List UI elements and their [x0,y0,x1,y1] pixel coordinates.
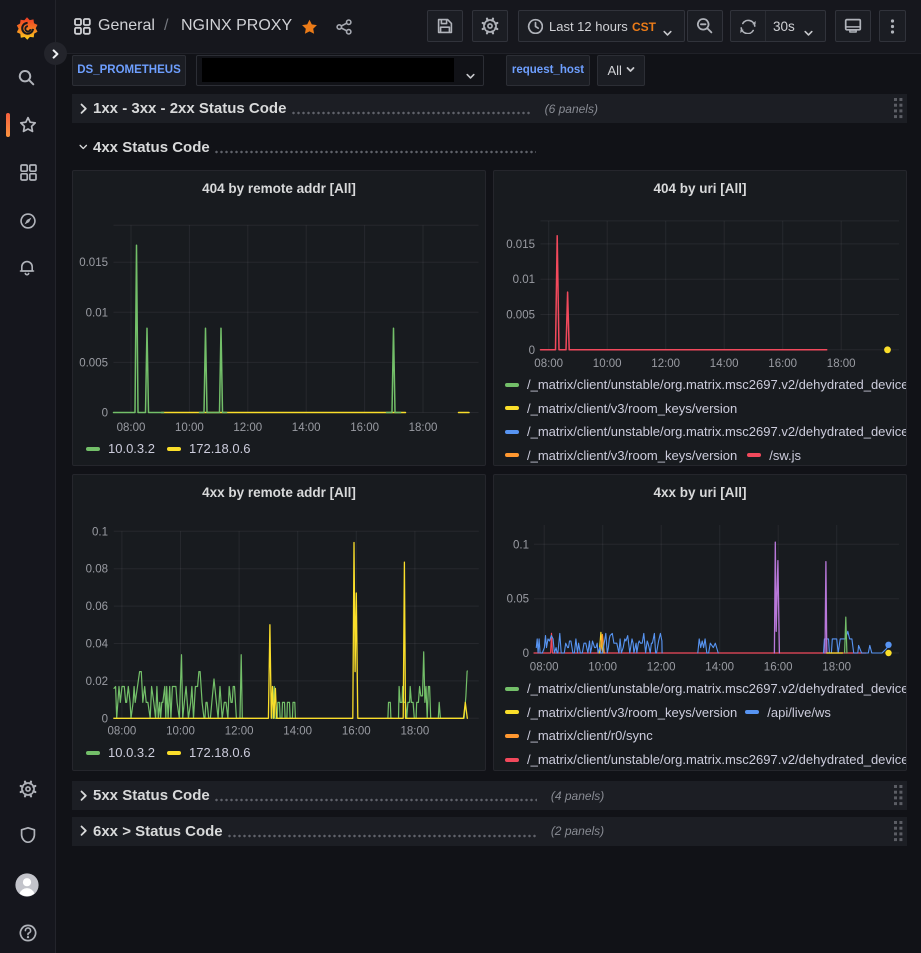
svg-text:0: 0 [523,648,529,660]
svg-text:18:00: 18:00 [827,358,856,370]
svg-text:08:00: 08:00 [117,422,146,434]
svg-text:16:00: 16:00 [350,422,379,434]
svg-text:0: 0 [102,713,108,725]
svg-text:0.015: 0.015 [506,239,535,251]
svg-text:08:00: 08:00 [534,358,563,370]
svg-text:0.04: 0.04 [86,639,109,651]
svg-text:0.06: 0.06 [86,601,108,613]
svg-text:16:00: 16:00 [764,662,793,674]
svg-text:12:00: 12:00 [647,662,676,674]
svg-text:16:00: 16:00 [342,726,371,738]
svg-text:10:00: 10:00 [166,726,195,738]
svg-text:12:00: 12:00 [225,726,254,738]
svg-text:0.1: 0.1 [92,526,108,538]
svg-text:14:00: 14:00 [710,358,739,370]
svg-text:0: 0 [102,408,108,420]
svg-text:08:00: 08:00 [530,662,559,674]
svg-text:0.08: 0.08 [86,564,108,576]
svg-text:14:00: 14:00 [283,726,312,738]
svg-text:14:00: 14:00 [292,422,321,434]
svg-text:08:00: 08:00 [108,726,137,738]
svg-text:14:00: 14:00 [705,662,734,674]
svg-text:0: 0 [529,345,535,357]
svg-text:0.005: 0.005 [79,357,108,369]
svg-text:0.05: 0.05 [507,594,529,606]
svg-text:0.1: 0.1 [513,539,529,551]
svg-text:0.01: 0.01 [86,307,108,319]
svg-text:10:00: 10:00 [588,662,617,674]
svg-text:0.005: 0.005 [506,310,535,322]
svg-text:18:00: 18:00 [409,422,438,434]
svg-text:12:00: 12:00 [651,358,680,370]
svg-text:18:00: 18:00 [401,726,430,738]
svg-text:16:00: 16:00 [768,358,797,370]
svg-text:10:00: 10:00 [175,422,204,434]
svg-text:12:00: 12:00 [233,422,262,434]
svg-text:0.015: 0.015 [79,257,108,269]
svg-text:0.01: 0.01 [513,274,535,286]
svg-text:18:00: 18:00 [822,662,851,674]
svg-text:0.02: 0.02 [86,676,108,688]
svg-text:10:00: 10:00 [593,358,622,370]
